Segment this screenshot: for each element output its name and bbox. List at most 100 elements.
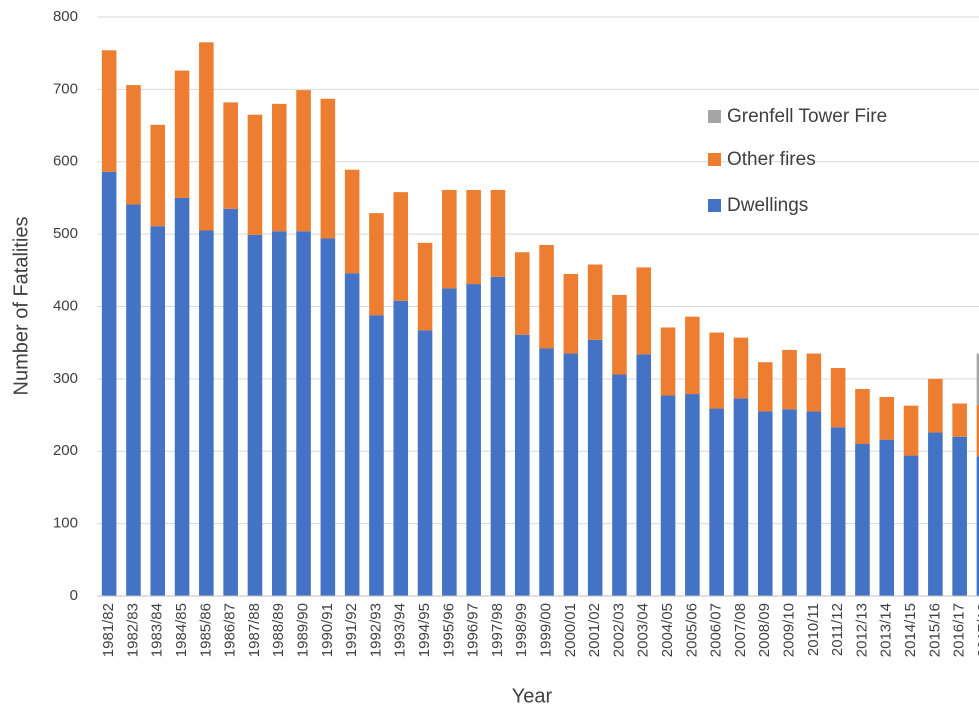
- bar-segment: [271, 231, 287, 597]
- x-tick-label: 1990/91: [319, 603, 336, 657]
- bar-segment: [271, 103, 287, 232]
- bar-segment: [587, 339, 603, 596]
- bar-segment: [126, 85, 141, 205]
- bar-segment: [539, 348, 554, 596]
- legend-swatch: [708, 110, 721, 123]
- x-tick-label: 1996/97: [465, 603, 482, 657]
- bar-segment: [830, 368, 846, 428]
- bar-segment: [757, 362, 773, 412]
- x-tick-label: 1986/87: [222, 603, 239, 657]
- legend-text: Grenfell Tower Fire: [727, 106, 887, 127]
- x-tick-label: 1983/84: [149, 603, 166, 657]
- bar-segment: [587, 264, 603, 340]
- x-tick-label: 1997/98: [489, 603, 506, 657]
- bar-segment: [612, 374, 627, 596]
- bar-segment: [539, 244, 554, 349]
- legend-text: Other fires: [727, 149, 816, 170]
- bar-segment: [660, 327, 676, 396]
- bar-segment: [685, 394, 700, 596]
- x-tick-label: 1995/96: [440, 603, 457, 657]
- bar-segment: [903, 455, 919, 596]
- bar-segment: [417, 242, 433, 331]
- x-tick-label: 2008/09: [756, 603, 773, 657]
- legend-text: Dwellings: [727, 195, 808, 216]
- x-tick-label: 1991/92: [343, 603, 360, 657]
- bar-segment: [247, 234, 263, 596]
- x-tick-label: 1985/86: [197, 603, 214, 657]
- bar-segment: [199, 230, 214, 596]
- bar-segment: [903, 405, 919, 456]
- bar-segment: [393, 192, 409, 301]
- bar-segment: [879, 396, 895, 440]
- x-tick-label: 2002/03: [610, 603, 627, 657]
- bar-segment: [320, 238, 336, 596]
- bar-segment: [514, 334, 530, 596]
- bar-segment: [442, 189, 457, 289]
- bar-segment: [101, 50, 117, 172]
- bar-segment: [952, 436, 967, 596]
- y-tick-label: 800: [53, 8, 78, 25]
- x-tick-label: 2004/05: [659, 603, 676, 657]
- bar-segment: [150, 124, 166, 227]
- y-tick-label: 200: [53, 442, 78, 459]
- x-tick-label: 1988/89: [270, 603, 287, 657]
- x-tick-label: 1999/00: [538, 603, 555, 657]
- bar-segment: [976, 456, 979, 596]
- legend-swatch: [708, 153, 721, 166]
- bar-segment: [296, 90, 311, 232]
- x-tick-label: 2005/06: [683, 603, 700, 657]
- bar-segment: [685, 316, 700, 395]
- bar-segment: [247, 114, 263, 235]
- bar-segment: [709, 332, 724, 409]
- bar-segment: [806, 353, 822, 412]
- x-tick-label: 2009/10: [781, 603, 798, 657]
- legend-swatch: [708, 199, 721, 212]
- bar-segment: [612, 294, 627, 375]
- bar-segment: [101, 171, 117, 596]
- bar-segment: [490, 276, 506, 596]
- bar-segment: [393, 300, 409, 596]
- bar-segment: [952, 403, 967, 437]
- bar-segment: [126, 204, 141, 597]
- x-tick-label: 1981/82: [100, 603, 117, 657]
- x-tick-label: 2010/11: [805, 603, 822, 656]
- bar-segment: [855, 389, 870, 445]
- bar-segment: [757, 411, 773, 596]
- x-tick-label: 2011/12: [829, 603, 846, 656]
- bar-segment: [320, 98, 336, 239]
- x-tick-label: 1984/85: [173, 603, 190, 657]
- bar-segment: [782, 409, 797, 596]
- x-tick-label: 2003/04: [635, 603, 652, 657]
- x-axis-title: Year: [512, 685, 553, 707]
- bar-segment: [344, 169, 360, 274]
- bar-segment: [782, 349, 797, 410]
- bar-segment: [223, 102, 238, 209]
- bar-segment: [344, 273, 360, 596]
- y-tick-label: 100: [53, 515, 78, 532]
- bar-segment: [466, 189, 481, 285]
- y-tick-label: 500: [53, 225, 78, 242]
- bar-segment: [855, 444, 870, 596]
- x-tick-label: 2017/18: [975, 603, 979, 657]
- x-tick-label: 1987/88: [246, 603, 263, 657]
- bar-segment: [830, 427, 846, 596]
- bar-segment: [636, 267, 652, 355]
- y-axis-title: Number of Fatalities: [10, 217, 32, 396]
- bar-segment: [563, 273, 579, 354]
- bar-segment: [490, 189, 506, 277]
- bar-segment: [369, 213, 384, 316]
- bar-segment: [806, 411, 822, 596]
- bar-segment: [442, 288, 457, 596]
- bar-segment: [636, 354, 652, 596]
- x-tick-label: 2016/17: [951, 603, 968, 657]
- bar-segment: [928, 378, 943, 433]
- x-tick-label: 2014/15: [902, 603, 919, 657]
- bar-segment: [417, 330, 433, 596]
- y-tick-label: 300: [53, 370, 78, 387]
- x-tick-label: 2001/02: [586, 603, 603, 657]
- bar-segment: [879, 439, 895, 596]
- bar-segment: [563, 353, 579, 596]
- bar-segment: [976, 353, 979, 405]
- bar-segment: [223, 208, 238, 596]
- bar-segment: [296, 231, 311, 597]
